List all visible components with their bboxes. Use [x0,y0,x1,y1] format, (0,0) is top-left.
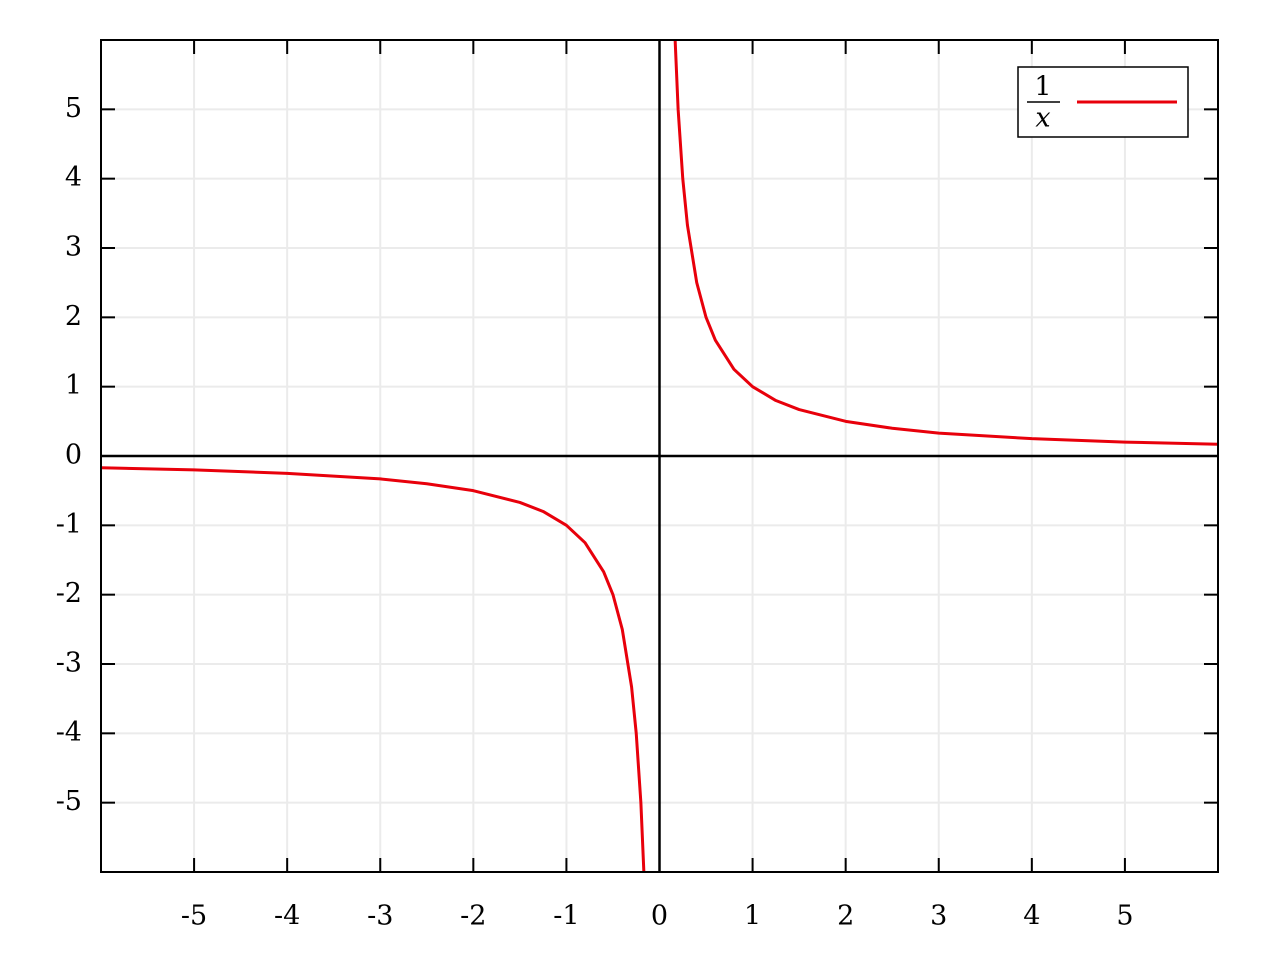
x-tick-label: -3 [367,901,393,932]
legend-denominator: x [1035,103,1050,134]
x-tick-label: -5 [181,901,207,932]
legend-numerator: 1 [1034,72,1051,103]
x-tick-label: -2 [460,901,486,932]
x-tick-label: 5 [1116,901,1133,932]
y-tick-label: -1 [56,509,82,540]
ticks: -5 -4 -3 -2 -1 0 1 2 3 4 5 -5 -4 -3 -2 -1 0 1 2 3 4 5 [56,40,1218,932]
y-tick-label: 0 [65,440,82,471]
y-tick-label: 2 [65,301,82,332]
x-tick-label: 1 [744,901,761,932]
y-tick-label: 5 [65,93,82,124]
zero-axes [101,40,1218,872]
y-tick-label: -2 [56,578,82,609]
x-tick-label: -4 [274,901,300,932]
x-tick-label: 4 [1023,901,1040,932]
legend: 1x [1017,66,1189,138]
x-tick-label: 3 [930,901,947,932]
y-tick-label: 1 [65,370,82,401]
y-tick-label: -3 [56,648,82,679]
y-tick-label: -4 [56,717,82,748]
y-tick-label: 3 [65,232,82,263]
x-tick-label: 0 [651,901,668,932]
x-tick-label: -1 [553,901,579,932]
line-series [101,40,1218,872]
x-tick-label: 2 [837,901,854,932]
y-tick-label: 4 [65,162,82,193]
y-tick-label: -5 [56,786,82,817]
plot-area [101,40,1218,872]
